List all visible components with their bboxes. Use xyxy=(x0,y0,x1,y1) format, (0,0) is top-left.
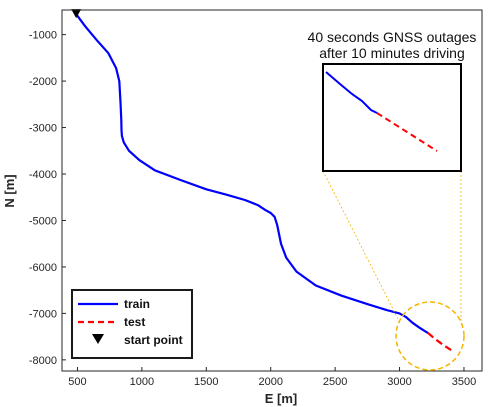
y-tick-label: -5000 xyxy=(29,215,57,227)
annotation-line-1: 40 seconds GNSS outages xyxy=(308,29,477,45)
inset-train-line xyxy=(325,71,378,114)
x-tick-label: 3000 xyxy=(387,376,411,388)
markers-layer xyxy=(71,9,82,19)
legend: train test start point xyxy=(71,289,193,359)
y-tick-label: -4000 xyxy=(29,169,57,181)
start-point-marker xyxy=(71,9,82,19)
x-tick-label: 3500 xyxy=(452,376,476,388)
series-layer xyxy=(75,13,452,352)
plot-frame xyxy=(61,9,483,372)
x-tick-label: 2500 xyxy=(323,376,347,388)
legend-box xyxy=(71,289,193,359)
y-tick-label: -3000 xyxy=(29,123,57,135)
x-tick-label: 500 xyxy=(68,376,86,388)
zoom-highlight-circle xyxy=(395,301,465,371)
y-tick-label: -2000 xyxy=(29,76,57,88)
x-axis-label: E [m] xyxy=(265,391,298,406)
annotation-line-2: after 10 minutes driving xyxy=(319,45,465,61)
x-tick-label: 2000 xyxy=(258,376,282,388)
x-tick-label: 1500 xyxy=(194,376,218,388)
zoom-annotation: 40 seconds GNSS outages after 10 minutes… xyxy=(308,29,477,371)
y-tick-label: -7000 xyxy=(29,308,57,320)
y-tick-label: -6000 xyxy=(29,262,57,274)
y-tick-label: -1000 xyxy=(29,30,57,42)
inset-test-line xyxy=(376,112,438,152)
zoom-connector-left xyxy=(322,170,401,324)
legend-train-label: train xyxy=(124,297,150,311)
legend-test-label: test xyxy=(124,315,145,329)
legend-start-point-label: start point xyxy=(124,333,183,347)
legend-start-point-swatch xyxy=(92,334,104,344)
series-line-train xyxy=(75,13,429,334)
zoom-inset-box xyxy=(322,63,462,172)
y-axis-label: N [m] xyxy=(2,174,17,207)
ticks-layer: 500 1000 1500 2000 2500 3000 3500 -1000 -2000 -30… xyxy=(29,30,476,388)
series-line-test xyxy=(427,332,452,352)
x-tick-label: 1000 xyxy=(130,376,154,388)
y-tick-label: -8000 xyxy=(29,355,57,367)
